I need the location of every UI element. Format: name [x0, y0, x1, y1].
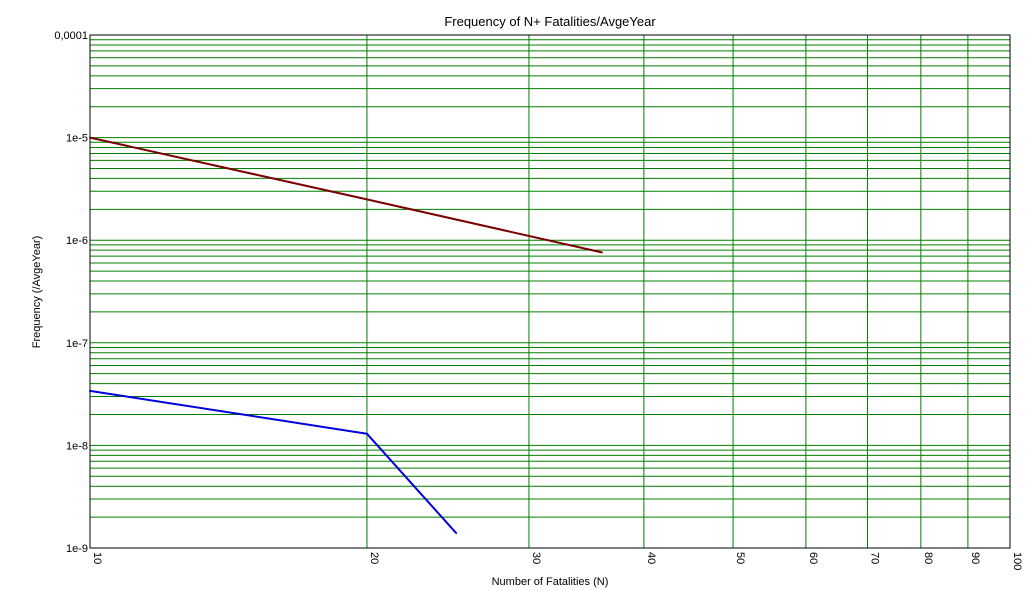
- chart-title: Frequency of N+ Fatalities/AvgeYear: [444, 14, 656, 29]
- x-tick-label: 30: [530, 552, 542, 564]
- y-tick-label: 1e-8: [66, 440, 88, 452]
- x-tick-label: 90: [969, 552, 981, 564]
- series-layer: [89, 136, 603, 534]
- grid-lines: [89, 34, 1011, 549]
- x-axis-label: Number of Fatalities (N): [492, 576, 609, 588]
- x-tick-label: 10: [91, 552, 103, 564]
- plot-area: [89, 34, 1011, 549]
- x-tick-label: 20: [368, 552, 380, 564]
- x-tick-label: 70: [868, 552, 880, 564]
- x-tick-label: 50: [734, 552, 746, 564]
- y-tick-label: 1e-7: [66, 338, 88, 350]
- series-2-line: [89, 389, 458, 534]
- y-tick-label: 1e-9: [66, 543, 88, 555]
- x-tick-label: 80: [922, 552, 934, 564]
- x-tick-labels: 10 20 30 40 50 60 70 80 90 100: [91, 552, 1023, 570]
- x-tick-label: 60: [807, 552, 819, 564]
- y-tick-label: 1e-5: [66, 133, 88, 145]
- series-1-line: [89, 136, 603, 254]
- y-tick-labels: 0,0001 1e-5 1e-6 1e-7 1e-8 1e-9: [54, 30, 88, 555]
- x-tick-label: 100: [1011, 552, 1023, 570]
- x-tick-label: 40: [645, 552, 657, 564]
- y-tick-label: 0,0001: [54, 30, 88, 42]
- y-tick-label: 1e-6: [66, 235, 88, 247]
- y-axis-label: Frequency (/AvgeYear): [31, 236, 43, 349]
